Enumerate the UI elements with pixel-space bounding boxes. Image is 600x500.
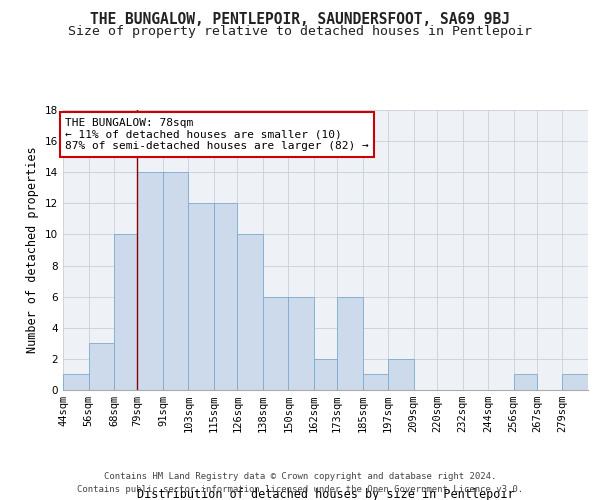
Bar [89, 344, 114, 390]
X-axis label: Distribution of detached houses by size in Pentlepoir: Distribution of detached houses by size … [137, 488, 514, 500]
Bar [237, 234, 263, 390]
Bar [388, 359, 414, 390]
Text: Contains HM Land Registry data © Crown copyright and database right 2024.: Contains HM Land Registry data © Crown c… [104, 472, 496, 481]
Text: Contains public sector information licensed under the Open Government Licence v3: Contains public sector information licen… [77, 485, 523, 494]
Text: THE BUNGALOW, PENTLEPOIR, SAUNDERSFOOT, SA69 9BJ: THE BUNGALOW, PENTLEPOIR, SAUNDERSFOOT, … [90, 12, 510, 28]
Bar [289, 296, 314, 390]
Bar [188, 204, 214, 390]
Text: THE BUNGALOW: 78sqm
← 11% of detached houses are smaller (10)
87% of semi-detach: THE BUNGALOW: 78sqm ← 11% of detached ho… [65, 118, 369, 151]
Bar [263, 296, 289, 390]
Bar [63, 374, 89, 390]
Bar [562, 374, 588, 390]
Y-axis label: Number of detached properties: Number of detached properties [26, 146, 40, 354]
Bar [337, 296, 362, 390]
Bar [163, 172, 188, 390]
Bar [362, 374, 388, 390]
Bar [114, 234, 137, 390]
Bar [214, 204, 237, 390]
Bar [314, 359, 337, 390]
Bar [514, 374, 537, 390]
Text: Size of property relative to detached houses in Pentlepoir: Size of property relative to detached ho… [68, 25, 532, 38]
Bar [137, 172, 163, 390]
